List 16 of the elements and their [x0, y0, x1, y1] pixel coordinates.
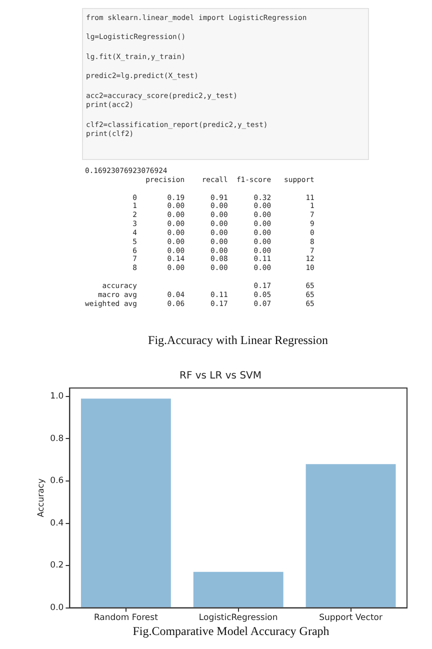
x-tick-label: Support Vector [319, 613, 383, 624]
chart-title: RF vs LR vs SVM [179, 370, 262, 382]
y-tick-label: 0.8 [50, 434, 64, 444]
y-tick-label: 1.0 [50, 392, 64, 402]
bar [193, 572, 284, 608]
y-axis-title: Accuracy [36, 478, 46, 518]
y-tick-label: 0.2 [50, 560, 64, 571]
y-tick-label: 0.6 [50, 476, 64, 486]
text: Fig.Comparative Model Accuracy Graph [132, 624, 330, 639]
y-tick-label: 0.4 [50, 518, 64, 528]
bar [306, 464, 396, 608]
x-tick-label: LogisticRegression [198, 613, 278, 624]
y-tick-label: 0.0 [50, 603, 64, 614]
text: Fig.Accuracy with Linear Regression [148, 333, 328, 348]
bar [80, 398, 171, 608]
x-tick-label: Random Forest [94, 613, 159, 624]
